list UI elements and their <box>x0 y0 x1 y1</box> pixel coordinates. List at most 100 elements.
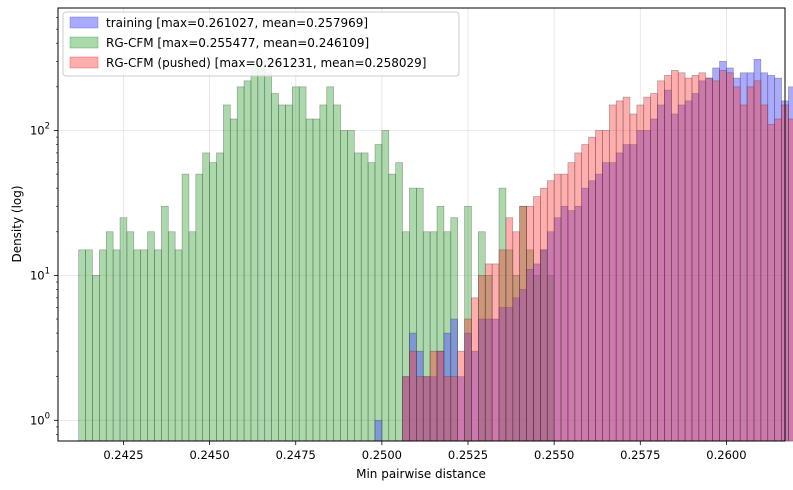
x-tick-label-1: 0.2450 <box>189 448 229 462</box>
y-tick-label-0: 100 <box>30 411 50 427</box>
bar-s0-20 <box>216 152 224 442</box>
bar-s2-48 <box>733 86 741 442</box>
bar-s0-28 <box>271 93 279 442</box>
bar-s2-47 <box>726 72 734 442</box>
bar-s2-24 <box>567 162 576 442</box>
bar-s0-18 <box>202 152 210 442</box>
bar-s0-14 <box>174 249 183 442</box>
bar-s0-27 <box>264 72 272 442</box>
bar-s1-0 <box>374 420 383 442</box>
bar-s0-31 <box>291 86 300 442</box>
bar-s0-38 <box>340 130 348 442</box>
bar-s0-25 <box>250 61 259 442</box>
x-axis-label: Min pairwise distance <box>356 467 486 481</box>
bar-s2-7 <box>450 376 458 442</box>
bar-s2-33 <box>629 113 638 442</box>
bar-s2-25 <box>574 152 583 442</box>
legend-swatch-training <box>69 16 99 29</box>
bar-s0-21 <box>223 104 231 442</box>
bar-s0-46 <box>395 162 403 442</box>
bar-s0-19 <box>209 162 217 442</box>
bar-s0-10 <box>147 231 155 442</box>
legend-label-rg-cfm: RG-CFM [max=0.255477, mean=0.246109] <box>106 36 369 50</box>
bar-s2-21 <box>546 180 555 442</box>
bar-s2-30 <box>608 104 617 442</box>
bar-s2-16 <box>512 231 520 442</box>
x-axis: 0.2425 0.2450 0.2475 0.2500 0.2525 0.2550 0.25… <box>103 441 747 462</box>
bar-s0-4 <box>105 231 114 442</box>
legend-box <box>62 11 460 77</box>
bar-s2-19 <box>533 196 541 442</box>
bar-s2-13 <box>491 263 500 442</box>
bar-s2-35 <box>643 96 651 442</box>
bar-s0-30 <box>285 104 293 442</box>
bar-s2-32 <box>622 96 631 442</box>
bar-s0-41 <box>360 152 369 442</box>
plot-area <box>57 7 793 442</box>
bar-s0-16 <box>188 231 197 442</box>
bar-s2-52 <box>760 104 769 442</box>
bar-s0-1 <box>85 249 93 442</box>
bar-s2-36 <box>650 93 658 442</box>
bar-s2-34 <box>636 104 645 442</box>
bar-s2-0 <box>402 376 410 442</box>
bar-s2-38 <box>664 75 672 442</box>
bar-s2-41 <box>684 77 693 442</box>
bar-s2-23 <box>560 173 569 442</box>
x-tick-label-2: 0.2475 <box>276 448 316 462</box>
bar-s0-6 <box>119 217 128 442</box>
bar-s2-27 <box>588 136 596 442</box>
y-tick-label-2: 102 <box>30 121 50 137</box>
bar-s0-33 <box>305 118 314 442</box>
bar-s0-2 <box>92 275 100 442</box>
bar-s2-12 <box>484 263 493 442</box>
y-axis: 100 101 102 <box>30 17 58 435</box>
x-tick-label-7: 0.2600 <box>706 448 746 462</box>
bar-s2-10 <box>471 297 479 442</box>
histogram-bars <box>78 58 793 442</box>
bar-s2-42 <box>691 75 700 442</box>
y-tick-label-1: 101 <box>30 266 50 282</box>
bar-s0-3 <box>99 249 107 442</box>
bar-s0-17 <box>195 173 204 442</box>
x-tick-label-0: 0.2425 <box>103 448 143 462</box>
bar-s0-24 <box>243 80 252 442</box>
bar-s2-20 <box>540 187 548 442</box>
x-tick-label-3: 0.2500 <box>362 448 402 462</box>
bar-s2-18 <box>526 205 534 442</box>
bar-s2-9 <box>464 318 472 442</box>
bar-s0-15 <box>181 173 190 442</box>
bar-s2-37 <box>657 80 665 442</box>
bar-s0-23 <box>236 86 245 442</box>
bar-s2-14 <box>498 249 507 442</box>
bar-s0-39 <box>347 130 355 442</box>
bar-s2-29 <box>602 130 610 442</box>
bar-s0-42 <box>367 162 376 442</box>
legend-swatch-rg-cfm <box>69 36 99 49</box>
bar-s2-1 <box>409 350 417 442</box>
bar-s2-54 <box>774 118 782 442</box>
bar-s0-13 <box>167 231 176 442</box>
bar-s0-12 <box>161 205 169 442</box>
bar-s1-60 <box>788 86 793 442</box>
x-tick-label-6: 0.2575 <box>620 448 660 462</box>
plot-frame <box>57 7 786 442</box>
bar-s0-26 <box>257 61 266 442</box>
legend-label-training: training [max=0.261027, mean=0.257969] <box>106 16 368 30</box>
bar-s2-53 <box>767 124 775 442</box>
bar-s2-8 <box>457 350 465 442</box>
bar-s2-22 <box>553 173 562 442</box>
bar-s0-29 <box>278 104 286 442</box>
bar-s0-22 <box>229 118 238 442</box>
bar-s2-5 <box>436 350 445 442</box>
bar-s2-49 <box>739 104 748 442</box>
bar-s0-7 <box>126 231 135 442</box>
bar-s2-31 <box>615 100 624 442</box>
series-1-bars <box>374 58 793 442</box>
legend-entry-training: training [max=0.261027, mean=0.257969] <box>69 16 368 30</box>
legend: training [max=0.261027, mean=0.257969] R… <box>62 11 460 77</box>
bar-s2-6 <box>443 376 452 442</box>
bar-s2-3 <box>422 376 431 442</box>
bar-s2-56 <box>788 118 793 442</box>
bar-s0-11 <box>154 249 162 442</box>
